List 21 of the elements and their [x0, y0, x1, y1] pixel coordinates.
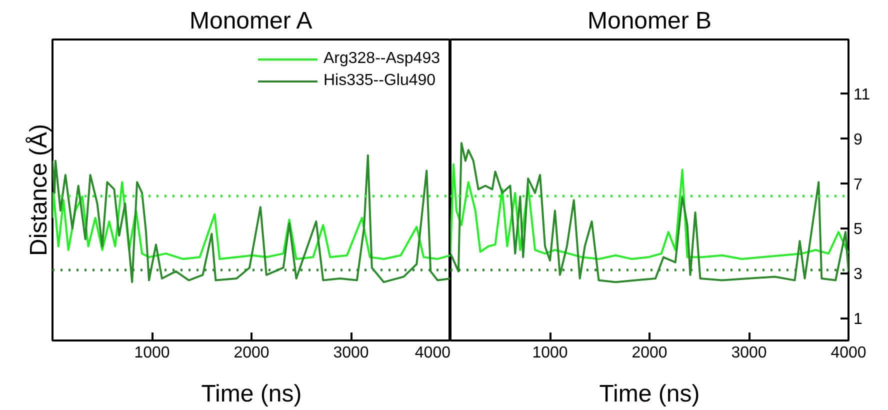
y-tick-label: 9: [854, 131, 862, 148]
x-tick-label: 1000: [532, 344, 568, 362]
legend-label: Arg328--Asp493: [323, 50, 440, 68]
x-tick-label: 2000: [234, 344, 270, 362]
x-tick-label: 4000: [830, 344, 866, 362]
y-tick-label: 11: [854, 86, 870, 104]
y-tick-label: 7: [854, 176, 862, 194]
x-tick-label: 3000: [731, 344, 767, 362]
chart-title: Monomer A: [189, 8, 312, 34]
x-tick-label: 1000: [134, 344, 170, 362]
x-tick-label: 3000: [333, 344, 369, 362]
chart-title: Monomer B: [587, 8, 712, 34]
legend-label: His335--Glu490: [323, 72, 436, 90]
y-tick-label: 3: [854, 266, 862, 284]
y-tick-label: 5: [854, 221, 862, 238]
y-axis-title: Distance (Å): [26, 124, 52, 256]
x-axis-title: Time (ns): [599, 380, 700, 408]
x-axis-title: Time (ns): [201, 380, 302, 408]
y-tick-label: 1: [854, 311, 862, 328]
x-tick-label: 2000: [632, 344, 668, 362]
x-tick-label: 4000: [414, 344, 451, 362]
